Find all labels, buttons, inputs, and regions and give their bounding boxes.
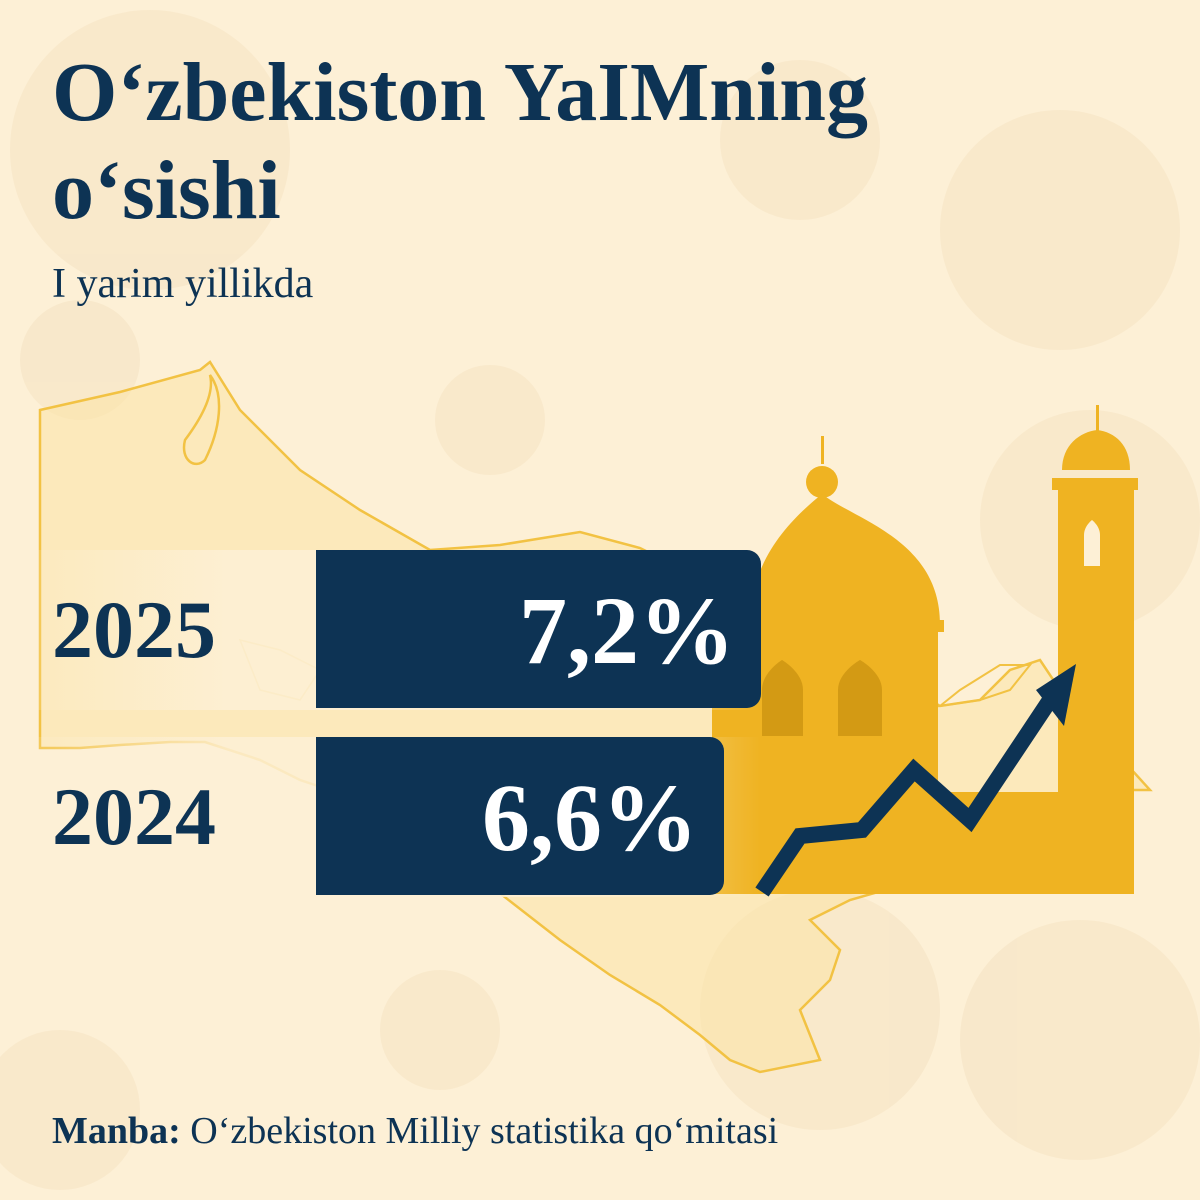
year-label-2024: 2024 (52, 771, 216, 862)
source-text: O‘zbekiston Milliy statistika qo‘mitasi (190, 1110, 779, 1152)
bar-value-label-2025: 7,2% (519, 577, 735, 684)
bar-2024: 6,6% (316, 737, 724, 895)
source-note: Manba: O‘zbekiston Milliy statistika qo‘… (52, 1106, 778, 1156)
page-subtitle: I yarim yillikda (52, 261, 314, 307)
bar-value-label-2024: 6,6% (482, 764, 698, 871)
growth-trend-arrow-icon (755, 695, 1057, 897)
year-label-2025: 2025 (52, 584, 216, 675)
source-label: Manba: (52, 1110, 181, 1152)
bar-2025: 7,2% (316, 550, 761, 708)
page-title: O‘zbekiston YaIMning o‘sishi (52, 46, 869, 237)
